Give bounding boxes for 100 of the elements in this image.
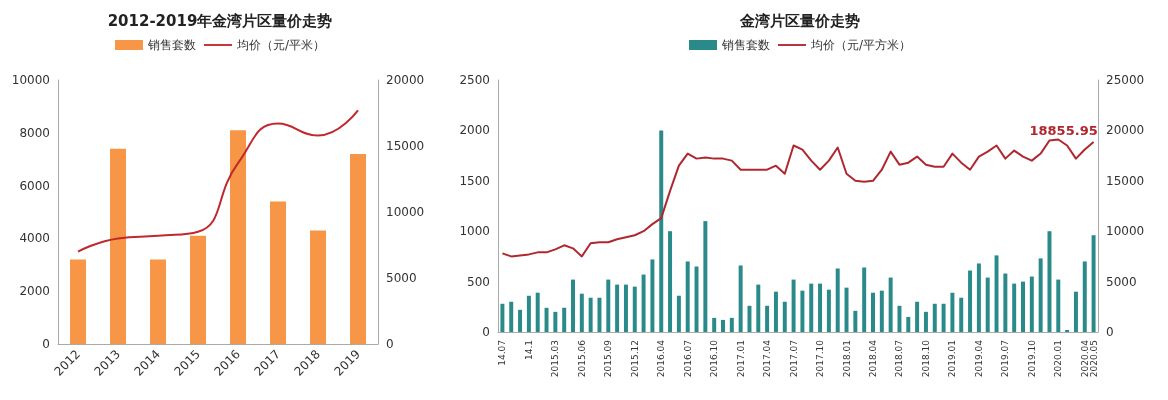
- bar: [1082, 261, 1087, 332]
- bar: [932, 303, 937, 332]
- line-series: [77, 109, 359, 253]
- bar: [270, 201, 286, 344]
- bar: [553, 311, 558, 332]
- bar: [685, 261, 690, 332]
- bar: [606, 279, 611, 332]
- legend-label: 销售套数: [720, 38, 770, 52]
- x-tick-label: 2019.07: [1000, 340, 1011, 378]
- bar: [985, 277, 990, 332]
- bar: [897, 305, 902, 332]
- y2-tick-label: 20000: [386, 73, 425, 87]
- x-tick-label: 2018.04: [868, 339, 878, 378]
- bar: [782, 301, 787, 332]
- y2-tick-label: 25000: [1106, 73, 1145, 87]
- bar: [615, 284, 620, 332]
- bar: [959, 297, 964, 332]
- bar: [1003, 273, 1008, 332]
- bar: [765, 305, 770, 332]
- bar: [110, 148, 126, 344]
- x-tick-label: 2016.04: [656, 339, 667, 378]
- bar: [544, 307, 549, 332]
- x-tick-label: 2020.01: [1053, 340, 1064, 378]
- bar: [800, 290, 805, 332]
- bar: [571, 279, 575, 332]
- y-tick-label: 0: [42, 337, 50, 351]
- x-tick-label: 14.07: [497, 340, 508, 366]
- bar: [968, 270, 973, 332]
- bar: [879, 290, 884, 332]
- x-tick-label: 2015.12: [629, 340, 640, 378]
- x-tick-label: 2015.09: [603, 339, 614, 378]
- x-tick-label: 2017.04: [762, 339, 773, 378]
- bar: [350, 153, 366, 344]
- bar: [712, 317, 717, 332]
- y2-tick-label: 15000: [386, 139, 425, 153]
- x-tick-label: 2016.07: [682, 340, 693, 378]
- bar: [923, 311, 928, 332]
- bar: [659, 130, 664, 332]
- bar: [1065, 329, 1070, 332]
- y-tick-label: 500: [467, 274, 490, 289]
- bar: [756, 284, 761, 332]
- y-tick-label: 0: [482, 325, 490, 339]
- y-tick-label: 10000: [11, 73, 50, 87]
- y-tick-label: 8000: [19, 125, 50, 140]
- bar: [694, 266, 699, 332]
- bar: [70, 259, 86, 344]
- legend-label: 销售套数: [146, 38, 196, 52]
- legend-label: 均价（元/平米）: [235, 38, 326, 52]
- bar: [526, 295, 531, 332]
- bar: [773, 291, 778, 332]
- bar: [1038, 258, 1043, 332]
- bar: [791, 279, 796, 332]
- bar: [906, 316, 911, 332]
- bar: [853, 310, 858, 332]
- bar: [676, 295, 681, 332]
- x-tick-label: 2015.06: [576, 339, 587, 378]
- bar: [809, 283, 814, 332]
- bar: [230, 130, 246, 344]
- y2-tick-label: 10000: [386, 205, 425, 219]
- bar: [1047, 231, 1052, 332]
- x-tick-label: 2017.07: [788, 340, 799, 378]
- bar: [623, 284, 628, 332]
- bar: [871, 292, 875, 332]
- bar: [190, 235, 206, 344]
- bar: [826, 289, 831, 332]
- bar: [588, 297, 593, 332]
- bar: [562, 307, 567, 332]
- x-tick-label: 2019.01: [947, 340, 958, 378]
- bar: [738, 265, 743, 332]
- x-tick-label: 2020.05: [1088, 340, 1099, 378]
- y-tick-label: 6000: [19, 178, 50, 193]
- y2-tick-label: 5000: [1106, 274, 1137, 289]
- x-tick-label: 2018.10: [920, 339, 931, 378]
- bar: [509, 301, 514, 332]
- bar: [721, 319, 725, 332]
- chart-title: 金湾片区量价走势: [739, 11, 860, 30]
- bar: [597, 297, 602, 332]
- y-tick-label: 2000: [19, 284, 50, 299]
- legend-label: 均价（元/平方米）: [809, 38, 912, 52]
- bar: [1073, 291, 1078, 332]
- bar: [976, 263, 981, 332]
- bar: [150, 259, 166, 344]
- x-tick-label: 2018.01: [841, 340, 852, 378]
- y-tick-label: 1000: [459, 224, 490, 239]
- x-tick-label: 14.1: [523, 340, 534, 361]
- x-tick-label: 2020.04: [1079, 339, 1090, 378]
- bar: [518, 309, 523, 332]
- bar: [668, 231, 673, 332]
- bar: [862, 267, 867, 332]
- bar: [500, 303, 505, 332]
- y-tick-label: 2500: [459, 73, 490, 87]
- y2-tick-label: 0: [1106, 325, 1114, 339]
- bar: [641, 274, 646, 332]
- bar: [535, 292, 540, 332]
- bar: [579, 293, 584, 332]
- bar: [835, 268, 840, 332]
- y2-tick-label: 0: [386, 337, 394, 351]
- bar: [950, 292, 955, 332]
- y2-tick-label: 10000: [1106, 224, 1145, 239]
- bar: [310, 230, 326, 344]
